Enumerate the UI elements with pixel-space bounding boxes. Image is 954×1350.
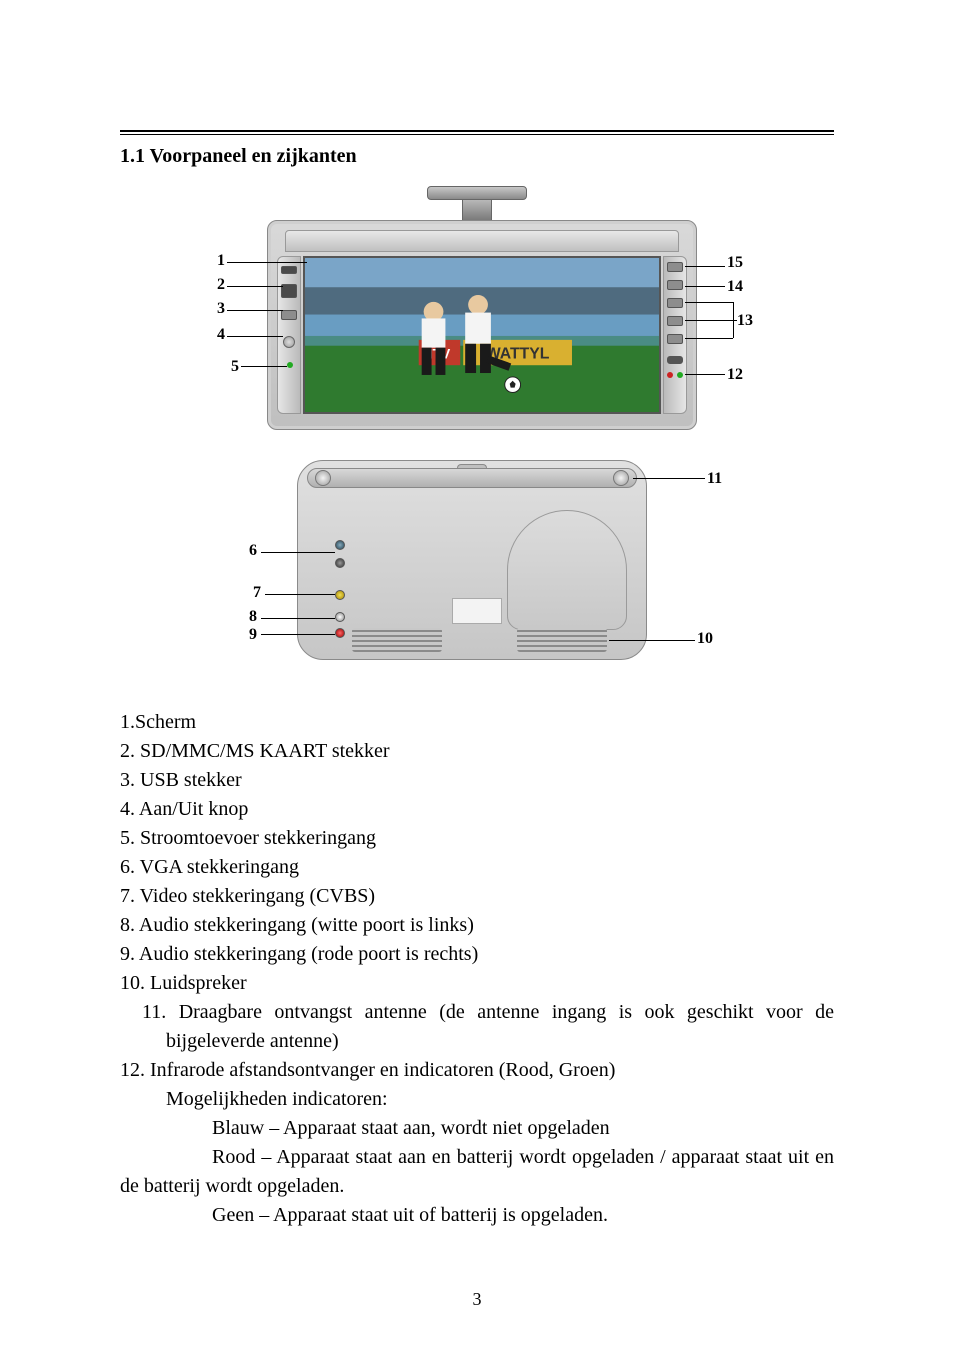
line-13b bbox=[685, 338, 733, 339]
ir-window bbox=[667, 356, 683, 364]
line-13 bbox=[685, 320, 737, 321]
item-12: 12. Infrarode afstandsontvanger en indic… bbox=[120, 1056, 834, 1085]
diagram-wrapper: WATTYL ITV bbox=[120, 186, 834, 680]
audio-l-jack bbox=[335, 612, 345, 622]
line-4 bbox=[227, 336, 283, 337]
item-12-red: Rood – Apparaat staat aan en batterij wo… bbox=[120, 1143, 834, 1201]
line-13t bbox=[685, 302, 733, 303]
item-1: 1.Scherm bbox=[120, 708, 834, 737]
line-3 bbox=[227, 310, 283, 311]
screen: WATTYL ITV bbox=[303, 256, 661, 414]
line-6 bbox=[261, 552, 335, 553]
callout-7: 7 bbox=[253, 584, 261, 602]
callout-9: 9 bbox=[249, 626, 257, 644]
item-6: 6. VGA stekkeringang bbox=[120, 853, 834, 882]
line-15 bbox=[685, 266, 725, 267]
rear-view: 6 7 8 9 11 10 bbox=[197, 460, 757, 680]
stand-neck bbox=[462, 200, 492, 220]
callout-14: 14 bbox=[727, 278, 743, 296]
battery-door bbox=[507, 510, 627, 630]
video-jack bbox=[335, 590, 345, 600]
antenna-bar bbox=[307, 468, 637, 488]
sd-slot bbox=[281, 266, 297, 274]
line-12 bbox=[685, 374, 725, 375]
line-7 bbox=[265, 594, 335, 595]
stand-top bbox=[427, 186, 527, 200]
callout-2: 2 bbox=[217, 276, 225, 294]
callout-5: 5 bbox=[231, 358, 239, 376]
vga-jack bbox=[335, 540, 345, 550]
side-button-14 bbox=[667, 280, 683, 290]
item-11: 11. Draagbare ontvangst antenne (de ante… bbox=[120, 998, 834, 1056]
callout-13: 13 bbox=[737, 312, 753, 330]
line-14 bbox=[685, 286, 725, 287]
item-10: 10. Luidspreker bbox=[120, 969, 834, 998]
side-button-13a bbox=[667, 298, 683, 308]
left-side-panel bbox=[277, 256, 301, 414]
line-1 bbox=[227, 262, 307, 263]
item-8: 8. Audio stekkeringang (witte poort is l… bbox=[120, 911, 834, 940]
antenna-knob-left bbox=[315, 470, 331, 486]
callout-15: 15 bbox=[727, 254, 743, 272]
speaker-left bbox=[352, 628, 442, 652]
item-4: 4. Aan/Uit knop bbox=[120, 795, 834, 824]
section-title: 1.1 Voorpaneel en zijkanten bbox=[120, 145, 834, 168]
rating-label bbox=[452, 598, 502, 624]
callout-10: 10 bbox=[697, 630, 713, 648]
screen-image: WATTYL ITV bbox=[305, 258, 659, 412]
bezel bbox=[285, 230, 679, 252]
callout-1: 1 bbox=[217, 252, 225, 270]
item-12-none: Geen – Apparaat staat uit of batterij is… bbox=[120, 1201, 834, 1230]
line-9 bbox=[261, 634, 335, 635]
legend-list: 1.Scherm 2. SD/MMC/MS KAART stekker 3. U… bbox=[120, 708, 834, 1230]
side-button-13b bbox=[667, 316, 683, 326]
line-2 bbox=[227, 286, 283, 287]
speaker-right bbox=[517, 628, 607, 652]
line-8 bbox=[261, 618, 335, 619]
item-7: 7. Video stekkeringang (CVBS) bbox=[120, 882, 834, 911]
audio-r-jack bbox=[335, 628, 345, 638]
page-number: 3 bbox=[0, 1289, 954, 1310]
device-diagram: WATTYL ITV bbox=[197, 186, 757, 680]
item-9: 9. Audio stekkeringang (rode poort is re… bbox=[120, 940, 834, 969]
power-led bbox=[287, 362, 293, 368]
vga-jack-2 bbox=[335, 558, 345, 568]
line-13v bbox=[733, 302, 734, 338]
callout-12: 12 bbox=[727, 366, 743, 384]
led-red bbox=[667, 372, 673, 378]
power-button bbox=[281, 310, 297, 320]
callout-8: 8 bbox=[249, 608, 257, 626]
item-5: 5. Stroomtoevoer stekkeringang bbox=[120, 824, 834, 853]
side-button-13c bbox=[667, 334, 683, 344]
item-2: 2. SD/MMC/MS KAART stekker bbox=[120, 737, 834, 766]
callout-3: 3 bbox=[217, 300, 225, 318]
line-11 bbox=[633, 478, 705, 479]
line-5 bbox=[241, 366, 287, 367]
callout-4: 4 bbox=[217, 326, 225, 344]
line-10 bbox=[609, 640, 695, 641]
usb-port bbox=[281, 284, 297, 298]
callout-11: 11 bbox=[707, 470, 722, 488]
item-3: 3. USB stekker bbox=[120, 766, 834, 795]
item-12-sub: Mogelijkheden indicatoren: bbox=[120, 1085, 834, 1114]
dc-in bbox=[283, 336, 295, 348]
callout-6: 6 bbox=[249, 542, 257, 560]
item-12-blue: Blauw – Apparaat staat aan, wordt niet o… bbox=[120, 1114, 834, 1143]
top-rule bbox=[120, 130, 834, 135]
led-green bbox=[677, 372, 683, 378]
front-view: WATTYL ITV bbox=[197, 186, 757, 446]
side-button-15 bbox=[667, 262, 683, 272]
antenna-knob-right bbox=[613, 470, 629, 486]
